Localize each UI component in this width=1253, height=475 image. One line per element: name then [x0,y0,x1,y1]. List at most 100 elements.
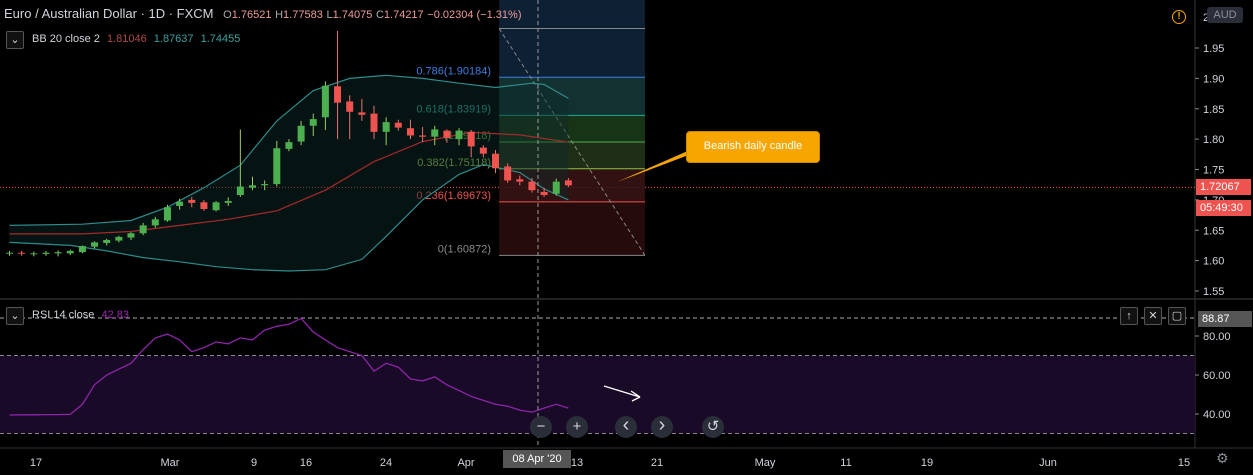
open-label: O [223,9,232,21]
scroll-left-button[interactable]: ‹ [615,415,637,438]
fib-level-label: 0.786(1.90184) [416,65,491,77]
alert-icon[interactable]: ! [1172,10,1186,24]
candle-body [370,113,378,132]
rsi-value: 42.83 [101,309,129,321]
low-label: L [326,9,333,21]
bb-label: BB 20 close 2 [32,33,100,45]
time-axis-label: 9 [251,457,257,469]
fib-zone [499,0,645,78]
fib-zone [499,201,645,256]
candle-body [346,101,354,112]
candle-body [176,201,184,206]
candle-body [528,181,536,191]
reset-chart-button[interactable]: ↺ [702,416,724,438]
candle-body [382,122,390,132]
time-axis-label: Mar [161,457,180,469]
candle-body [358,112,366,115]
pane-restore-button[interactable]: ▢ [1168,307,1186,325]
close-value: 1.74217 [383,9,424,21]
candle-body [443,130,451,138]
candle-body [127,233,135,238]
callout-pointer [617,150,690,182]
fib-zone [499,77,645,116]
price-axis-label: 1.95 [1203,43,1224,55]
candle-body [552,181,560,194]
candle-body [297,125,305,142]
candle-body [78,246,86,253]
symbol-title: Euro / Australian Dollar · 1D · FXCM [4,6,214,21]
candle-body [273,148,281,185]
candle-body [212,202,220,211]
candle-body [321,85,329,118]
annotation-callout[interactable]: Bearish daily candle [686,131,820,163]
fib-level-label: 0.236(1.69673) [416,190,491,202]
time-axis-label: 24 [380,457,392,469]
symbol-legend[interactable]: Euro / Australian Dollar · 1D · FXCM O1.… [4,6,521,21]
close-label: C [375,9,384,21]
rsi-label: RSI 14 close [32,309,95,321]
time-axis-label: 13 [571,457,583,469]
bb-band-fill [9,75,569,271]
rsi-line [9,317,569,416]
candle-body [467,131,475,147]
candle-body [504,166,512,181]
scroll-right-button[interactable]: › [651,415,673,438]
price-axis-label: 1.85 [1203,104,1224,116]
trend-arrow [603,385,641,398]
candle-body [151,219,159,226]
zoom-out-button[interactable]: − [530,416,552,438]
bb-basis-line [9,131,569,235]
time-axis-label: May [755,457,776,469]
candle-body [163,207,171,221]
candle-body [479,147,487,154]
rsi-band-fill [0,355,1195,434]
candle-body [115,236,123,241]
candle-body [42,252,50,254]
settings-gear-icon[interactable]: ⚙ [1216,450,1229,466]
candle-body [54,252,62,254]
candle-body [419,135,427,137]
zoom-in-button[interactable]: + [566,416,588,438]
time-axis-label: 21 [651,457,663,469]
rsi-collapse-button[interactable]: ⌄ [6,307,24,325]
candles-layer [6,30,572,257]
candle-body [492,153,499,169]
currency-badge[interactable]: AUD [1207,7,1243,23]
annotation-text: Bearish daily candle [703,140,803,152]
time-axis-label: Apr [457,457,474,469]
bb-basis-value: 1.81046 [106,33,147,45]
pane-close-button[interactable]: ✕ [1144,307,1162,325]
time-axis-label: 17 [30,457,42,469]
candle-body [455,130,463,140]
rsi-legend[interactable]: RSI 14 close 42.83 [32,309,129,321]
overlay-layer [537,0,690,448]
rsi-pane: 40.00 60.00 80.00 [0,317,1231,434]
candle-body [224,201,232,203]
candle-body [394,122,402,128]
bb-legend[interactable]: BB 20 close 2 1.81046 1.87637 1.74455 [32,33,240,45]
bb-lower-value: 1.74455 [200,33,241,45]
pane-move-up-button[interactable]: ↑ [1120,307,1138,325]
bb-collapse-button[interactable]: ⌄ [6,31,24,49]
fibonacci-retracement[interactable]: 0.786(1.90184)0.618(1.83919)(1.79518)0.3… [416,0,646,256]
time-axis-label: Jun [1039,457,1057,469]
fib-level-label: 0.382(1.75118) [417,157,491,169]
candle-body [188,199,196,203]
candle-body [200,202,208,209]
candle-body [249,185,256,188]
countdown-badge: 05:49:30 [1196,200,1251,216]
price-axis-label: 1.75 [1203,165,1224,177]
change-value: −0.02304 (−1.31%) [427,9,522,21]
price-axis-label: 1.65 [1203,225,1224,237]
candle-body [261,184,269,186]
open-value: 1.76521 [231,9,272,21]
time-axis-label: 19 [921,457,933,469]
fib-zone [499,115,645,143]
trend-arrow-head [630,390,641,402]
candle-body [236,186,244,196]
low-value: 1.74075 [332,9,373,21]
time-axis-label: 11 [840,457,851,469]
candle-body [431,129,439,137]
rsi-crosshair-badge: 88.87 [1198,311,1252,327]
